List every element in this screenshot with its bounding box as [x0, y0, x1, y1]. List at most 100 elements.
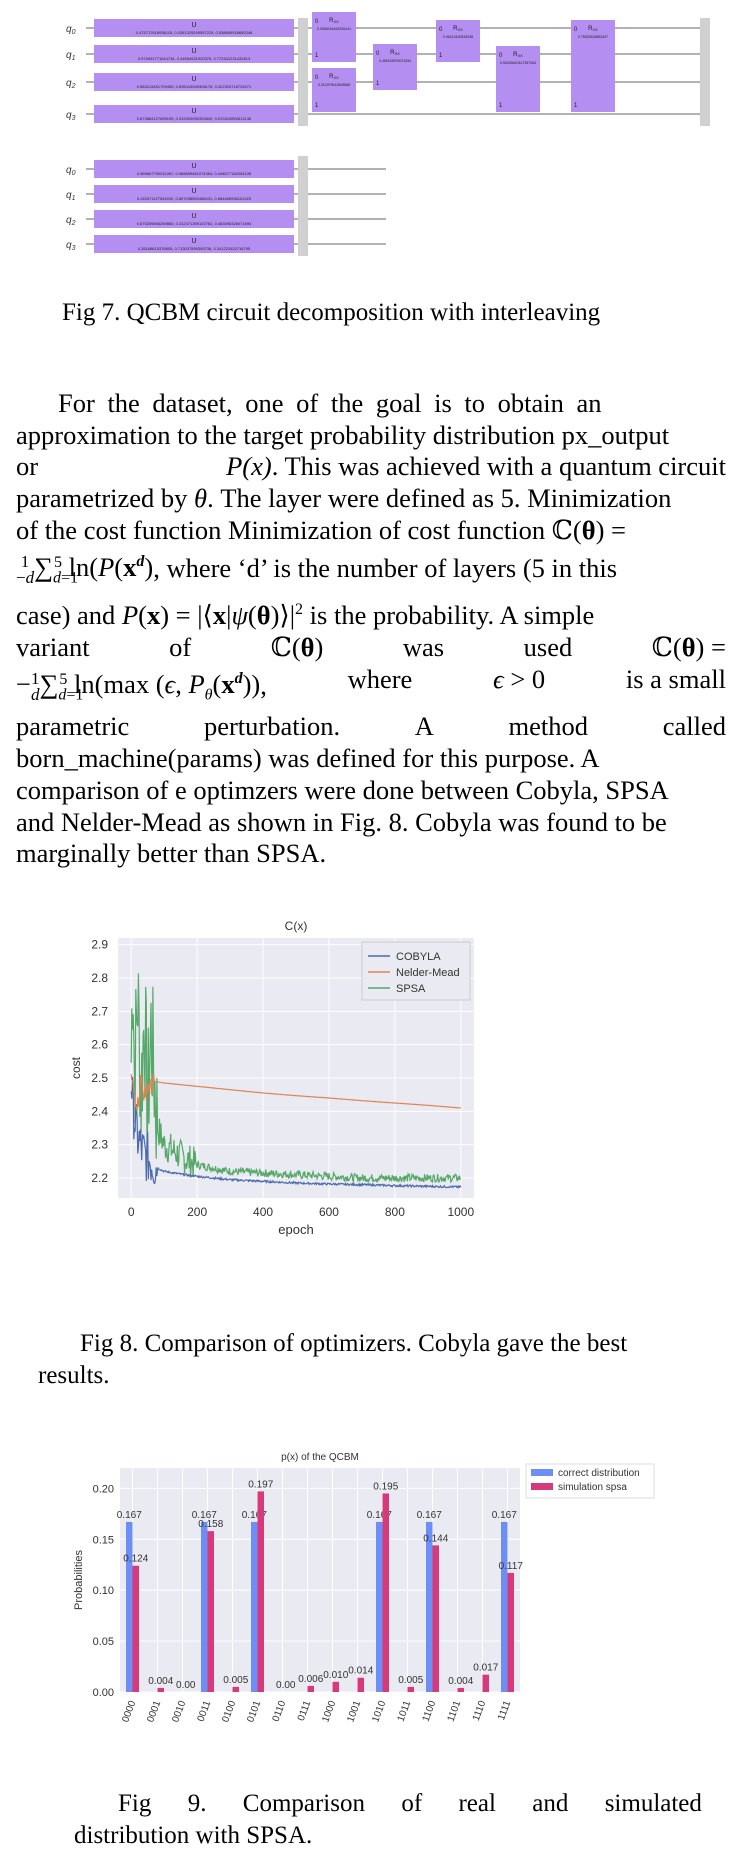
math-eps: ϵ > 0: [493, 663, 546, 694]
u-gate-label: U: [191, 188, 196, 195]
caption-word: simulated: [604, 1790, 702, 1817]
bar-value-label: 0.197: [248, 1479, 273, 1490]
text-l8d: used: [523, 631, 573, 662]
rxx-params: 0.96214430533938: [443, 35, 473, 39]
text-l11: born_machine(params) was defined for thi…: [16, 743, 600, 774]
text-l13: and Nelder-Mead as shown in Fig. 8. Coby…: [16, 806, 667, 837]
circuit-barriers: [298, 18, 710, 256]
text-l8a: variant: [16, 631, 90, 662]
series-line-nelder-mead: [130, 1073, 461, 1112]
fig8-caption-line2: results.: [38, 1362, 110, 1389]
bar-simulation: [507, 1572, 514, 1692]
text-l5: of the cost function Minimization of cos…: [16, 514, 546, 545]
bar-value-label: 0.117: [499, 1561, 524, 1572]
caption-word: Fig: [118, 1790, 152, 1817]
x-tick-label: 0: [128, 1205, 135, 1219]
bar-simulation: [257, 1491, 264, 1692]
rxx-subscript: XX: [334, 19, 340, 24]
math-cost-expr: 1 −d∑d=15 ln(P(xd): [16, 552, 154, 588]
paragraph-line: born_machine(params) was defined for thi…: [16, 743, 726, 775]
paragraph-line: approximation to the target probability …: [16, 420, 726, 452]
x-tick-label: 1010: [370, 1699, 388, 1724]
rxx-port: 0: [439, 27, 443, 33]
u-gate-params: 0.35168615376805, 0.713037899395738, 0.3…: [138, 246, 251, 251]
u-gate-params: 0.475717618936115, 0.0261329249557225, 0…: [136, 30, 253, 35]
bar-simulation: [482, 1674, 489, 1692]
caption-word: real: [458, 1790, 496, 1817]
text-l9c: where: [347, 663, 413, 694]
u-gate-label: U: [191, 213, 196, 220]
x-tick-label: 0111: [296, 1699, 314, 1723]
text-l9d: is a small: [625, 663, 726, 694]
bar-simulation: [332, 1681, 339, 1692]
qubit-label: q1: [66, 50, 76, 62]
y-tick-label: 2.3: [91, 1138, 108, 1152]
y-tick-label: 0.15: [93, 1534, 114, 1546]
rxx-port: 1: [574, 103, 578, 109]
math-variant-expr: −1 d∑d=15 ln(max (ϵ, Pθ(xd)): [16, 669, 261, 705]
bar-value-label: 0.158: [198, 1519, 223, 1530]
qubit-label: q2: [66, 78, 76, 90]
series-line-cobyla: [130, 1076, 462, 1189]
rxx-subscript: XX: [395, 51, 401, 56]
legend-label: SPSA: [396, 983, 426, 995]
u-gate: [94, 45, 294, 63]
u-gate-params: 0.659667790011067, 0.068899461074364, 0.…: [137, 171, 252, 176]
caption-word: 9.: [187, 1790, 207, 1817]
x-tick-label: 1000: [320, 1699, 338, 1724]
text-l3: . This was achieved with a quantum circu…: [271, 451, 726, 482]
rxx-port: 1: [376, 81, 380, 87]
fig7-caption: Fig 7. QCBM circuit decomposition with i…: [62, 299, 601, 326]
y-tick-label: 2.8: [91, 971, 108, 985]
bar-value-label: 0.00: [176, 1680, 196, 1691]
text-l2: approximation to the target probability …: [16, 419, 670, 450]
bar-simulation: [407, 1686, 414, 1692]
bar-value-label: 0.144: [423, 1533, 448, 1544]
x-tick-label: 400: [253, 1205, 273, 1219]
rxx-subscript: XX: [593, 27, 599, 32]
y-axis-label: Probabilities: [73, 1550, 85, 1610]
u-gate-params: 0.675259806269865, 0.312471399102762, 0.…: [137, 221, 252, 226]
x-tick-label: 1100: [421, 1699, 439, 1723]
rxx-port: 1: [315, 103, 319, 109]
rxx-gate: [496, 46, 540, 112]
caption-word: of: [401, 1790, 423, 1817]
text-or: or: [16, 451, 39, 482]
bar-simulation: [307, 1685, 314, 1692]
bar-simulation: [207, 1531, 214, 1692]
paragraph-line: case) and P(x) = |⟨x|ψ(θ)⟩|2 is the prob…: [16, 594, 726, 632]
bar-value-label: 0.010: [323, 1670, 348, 1681]
bar-value-label: 0.004: [148, 1676, 173, 1687]
rxx-gate-label: RXX: [390, 50, 400, 56]
rxx-params: 0.310379612809868: [318, 83, 350, 87]
rxx-gate: [373, 44, 417, 90]
qubit-index: 0: [72, 170, 76, 177]
distribution-chart-svg: p(x) of the QCBM 0.00 0.05 0.10 0.15 0.20 Prob…: [73, 1452, 655, 1724]
rxx-port: 1: [315, 53, 319, 59]
paragraph-line: or P(x). This was achieved with a quantum…: [16, 451, 726, 483]
u-gate-params: 0.673884127695195, 0.319303090392849, 0.…: [137, 116, 252, 121]
paragraph-line: parametrized by θ. The layer were define…: [16, 483, 726, 515]
x-tick-label: 800: [385, 1205, 405, 1219]
qubit-label: q2: [66, 215, 76, 227]
bar-value-label: 0.006: [298, 1674, 323, 1685]
body-paragraph: For the dataset, one of the goal is to o…: [16, 388, 726, 870]
qubit-index: 3: [72, 115, 76, 122]
rxx-port: 0: [376, 51, 380, 57]
legend-label: correct distribution: [558, 1468, 640, 1479]
bar-value-label: 0.00: [276, 1680, 296, 1691]
caption-word: and: [532, 1790, 569, 1817]
qubit-label: q3: [66, 110, 76, 122]
x-tick-label: 0101: [245, 1699, 263, 1724]
rxx-port: 0: [315, 19, 319, 25]
qubit-label: q3: [66, 240, 76, 252]
x-tick-label: 600: [319, 1205, 339, 1219]
x-tick-label: 1000: [447, 1205, 474, 1219]
y-tick-label: 2.9: [91, 938, 108, 952]
qubit-index: 0: [72, 29, 76, 36]
paragraph-line: of the cost function Minimization of cos…: [16, 515, 726, 547]
u-gate: [94, 19, 294, 37]
u-gate: [94, 185, 294, 203]
